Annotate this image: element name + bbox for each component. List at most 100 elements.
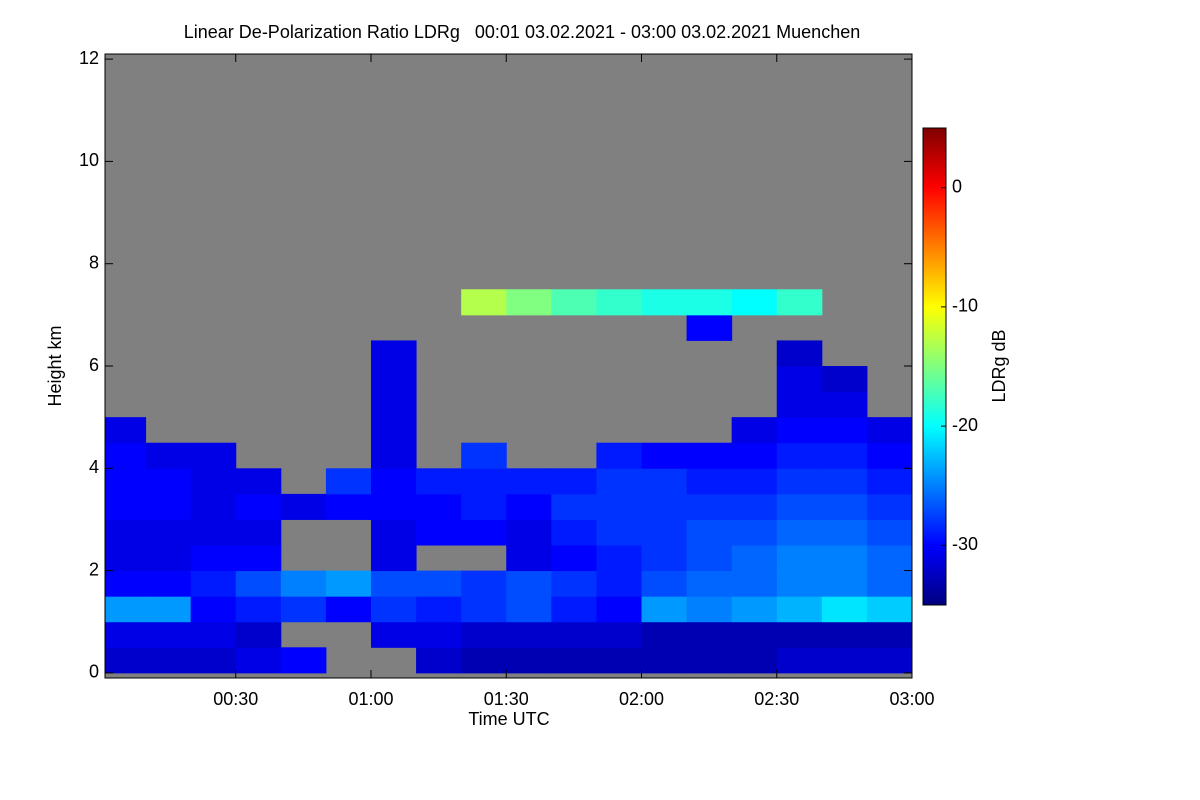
heatmap-cell [686,519,733,546]
heatmap-cell [235,493,282,520]
heatmap-cell [821,493,868,520]
heatmap-cell [506,621,552,648]
heatmap-cell [145,596,192,623]
y-tick-label: 12 [79,48,99,68]
heatmap-cell [105,519,147,546]
heatmap-cell [280,647,327,674]
heatmap-cell [506,647,552,674]
heatmap-cell [370,545,417,572]
heatmap-cell [596,519,642,546]
heatmap-cell [686,468,733,495]
heatmap-cell [280,596,327,623]
heatmap-cell [686,621,733,648]
heatmap-cell [145,621,192,648]
heatmap-cell [776,468,823,495]
heatmap-cell [866,493,912,520]
heatmap-cell [506,493,552,520]
colorbar-tick-label: 0 [952,176,962,196]
heatmap-cell [235,570,282,597]
heatmap-cell [686,314,733,341]
heatmap-cell [776,596,823,623]
heatmap-cell [145,647,192,674]
heatmap-cell [145,570,192,597]
heatmap-cell [731,468,778,495]
heatmap-cell [190,647,237,674]
heatmap-cell [461,647,507,674]
heatmap-cell [506,289,552,316]
heatmap-cell [686,570,733,597]
heatmap-cell [461,442,507,469]
chart-title: Linear De-Polarization Ratio LDRg 00:01 … [184,22,860,42]
x-axis-label: Time UTC [468,709,549,729]
heatmap-cell [866,468,912,495]
heatmap-cell [776,647,823,674]
heatmap-cell [731,289,778,316]
heatmap-cell [821,545,868,572]
heatmap-cell [641,519,688,546]
heatmap-cell [551,621,597,648]
heatmap-cell [190,519,237,546]
y-tick-label: 10 [79,150,99,170]
heatmap-cell [190,621,237,648]
heatmap-cell [416,570,462,597]
heatmap-cell [731,545,778,572]
x-tick-label: 00:30 [213,689,258,709]
heatmap-cell [596,570,642,597]
y-axis-label: Height km [45,325,65,406]
heatmap-cell [776,391,823,418]
heatmap-cell [105,596,147,623]
heatmap-cell [506,519,552,546]
heatmap-cell [866,442,912,469]
heatmap-cell [416,468,462,495]
y-tick-label: 0 [89,662,99,682]
heatmap-cell [641,570,688,597]
heatmap-cell [821,417,868,444]
heatmap-cell [235,468,282,495]
heatmap-cell [866,545,912,572]
heatmap-cell [416,621,462,648]
heatmap-cell [325,596,372,623]
heatmap-cell [506,570,552,597]
heatmap-cell [821,468,868,495]
x-tick-label: 03:00 [889,689,934,709]
heatmap-cell [641,621,688,648]
heatmap-cell [551,468,597,495]
heatmap-cell [190,545,237,572]
heatmap-cell [731,442,778,469]
heatmap-cell [325,493,372,520]
heatmap-cell [686,442,733,469]
heatmap-cell [596,289,642,316]
heatmap-cell [105,621,147,648]
heatmap-cell [235,545,282,572]
heatmap-cell [461,596,507,623]
heatmap-cell [641,442,688,469]
heatmap-cell [370,417,417,444]
y-tick-label: 6 [89,355,99,375]
heatmap-cell [776,519,823,546]
colorbar-tick-label: -20 [952,415,978,435]
heatmap-cell [776,340,823,367]
heatmap-cell [821,570,868,597]
heatmap-cell [866,519,912,546]
heatmap-cell [866,621,912,648]
heatmap-cell [776,442,823,469]
colorbar-tick-label: -10 [952,296,978,316]
heatmap-cell [596,596,642,623]
x-tick-label: 02:00 [619,689,664,709]
heatmap-cell [551,493,597,520]
heatmap-cell [235,596,282,623]
heatmap-cell [596,621,642,648]
heatmap-cell [731,570,778,597]
heatmap-cell [280,570,327,597]
heatmap-cell [686,647,733,674]
heatmap-cell [731,519,778,546]
heatmap-cell [461,519,507,546]
heatmap-cell [145,493,192,520]
heatmap-cell [370,570,417,597]
heatmap-cell [105,417,147,444]
heatmap-cell [821,366,868,393]
heatmap-cell [370,366,417,393]
x-tick-label: 01:30 [484,689,529,709]
heatmap-cell [551,596,597,623]
